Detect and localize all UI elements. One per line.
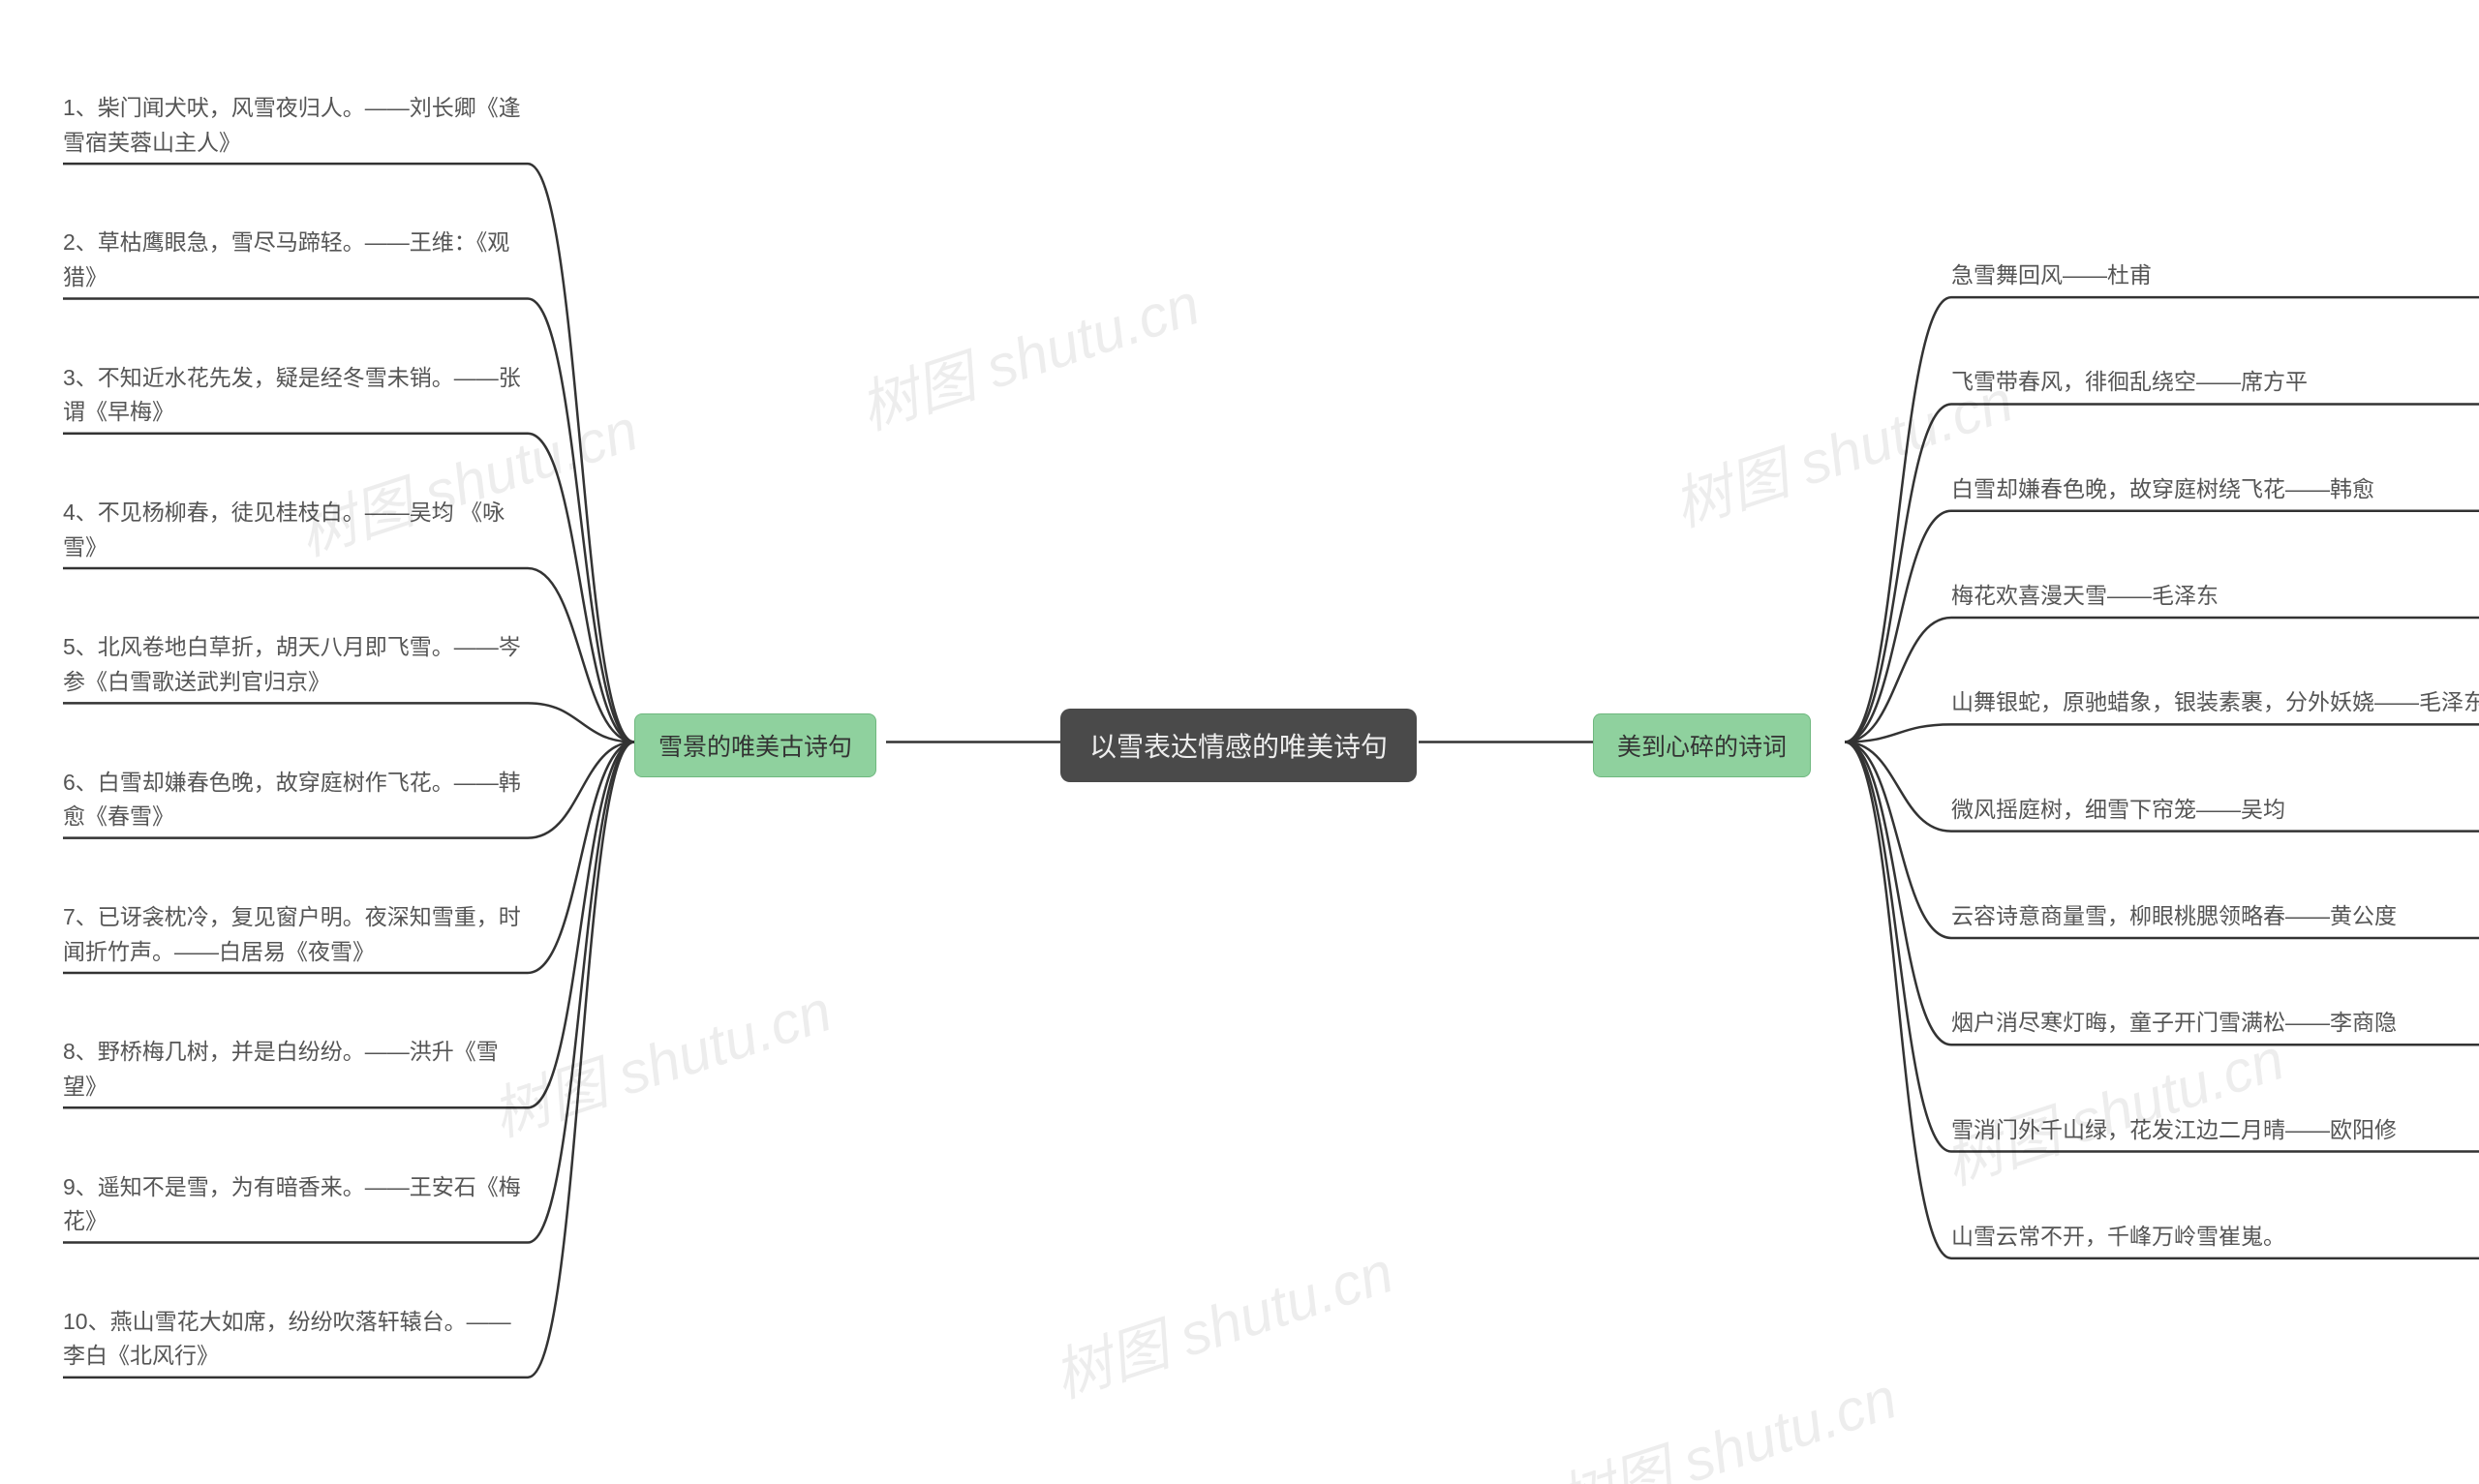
- right-leaf[interactable]: 微风摇庭树，细雪下帘笼——吴均: [1951, 793, 2479, 828]
- left-leaf[interactable]: 9、遥知不是雪，为有暗香来。——王安石《梅花》: [63, 1170, 528, 1239]
- right-leaf[interactable]: 飞雪带春风，徘徊乱绕空——席方平: [1951, 365, 2479, 400]
- watermark: 树图 shutu.cn: [1932, 1013, 2293, 1201]
- right-leaf[interactable]: 白雪却嫌春色晚，故穿庭树绕飞花——韩愈: [1951, 472, 2479, 507]
- left-branch-node[interactable]: 雪景的唯美古诗句: [634, 713, 876, 777]
- watermark: 树图 shutu.cn: [847, 257, 1209, 446]
- watermark: 树图 shutu.cn: [479, 964, 841, 1153]
- left-leaf[interactable]: 3、不知近水花先发，疑是经冬雪未销。——张谓《早梅》: [63, 361, 528, 430]
- left-leaf[interactable]: 1、柴门闻犬吠，风雪夜归人。——刘长卿《逢雪宿芙蓉山主人》: [63, 91, 528, 160]
- right-leaf[interactable]: 烟户消尽寒灯晦，童子开门雪满松——李商隐: [1951, 1006, 2479, 1041]
- right-branch-node[interactable]: 美到心碎的诗词: [1593, 713, 1811, 777]
- right-leaf[interactable]: 山雪云常不开，千峰万岭雪崔嵬。: [1951, 1220, 2479, 1255]
- watermark: 树图 shutu.cn: [1545, 1351, 1906, 1484]
- right-leaf[interactable]: 急雪舞回风——杜甫: [1951, 258, 2479, 293]
- left-leaf[interactable]: 10、燕山雪花大如席，纷纷吹落轩辕台。——李白《北风行》: [63, 1305, 528, 1374]
- left-leaf[interactable]: 4、不见杨柳春，徒见桂枝白。——吴均 《咏雪》: [63, 496, 528, 564]
- left-leaf[interactable]: 2、草枯鹰眼急，雪尽马蹄轻。——王维：《观猎》: [63, 226, 528, 294]
- right-leaf[interactable]: 云容诗意商量雪，柳眼桃腮领略春——黄公度: [1951, 899, 2479, 934]
- left-leaf[interactable]: 5、北风卷地白草折，胡天八月即飞雪。——岑参《白雪歌送武判官归京》: [63, 630, 528, 699]
- watermark: 树图 shutu.cn: [1041, 1226, 1402, 1414]
- left-leaf[interactable]: 7、已讶衾枕冷，复见窗户明。夜深知雪重，时闻折竹声。——白居易《夜雪》: [63, 900, 528, 969]
- right-leaf[interactable]: 雪消门外千山绿，花发江边二月晴——欧阳修: [1951, 1113, 2479, 1148]
- left-leaf[interactable]: 6、白雪却嫌春色晚，故穿庭树作飞花。——韩愈《春雪》: [63, 766, 528, 834]
- mindmap-canvas: 以雪表达情感的唯美诗句 雪景的唯美古诗句 美到心碎的诗词 1、柴门闻犬吠，风雪夜…: [0, 0, 2479, 1484]
- left-leaf[interactable]: 8、野桥梅几树，并是白纷纷。——洪升《雪望》: [63, 1035, 528, 1104]
- right-leaf[interactable]: 山舞银蛇，原驰蜡象，银装素裹，分外妖娆——毛泽东: [1951, 685, 2479, 720]
- right-leaf[interactable]: 梅花欢喜漫天雪——毛泽东: [1951, 579, 2479, 614]
- root-node[interactable]: 以雪表达情感的唯美诗句: [1060, 709, 1417, 782]
